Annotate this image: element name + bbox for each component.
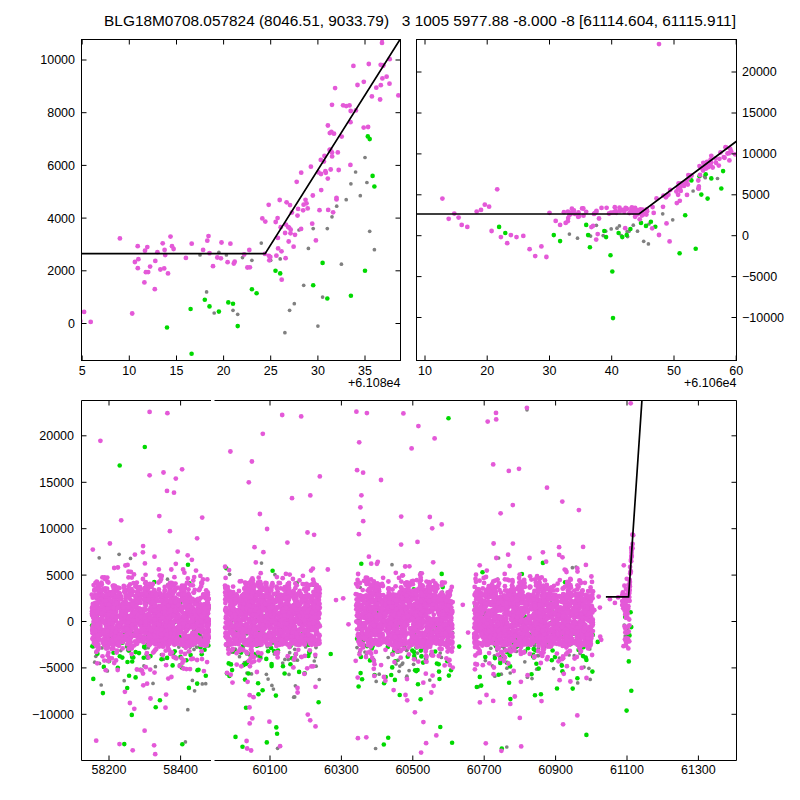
svg-text:5000: 5000 [46,569,74,583]
svg-text:20: 20 [217,364,231,378]
svg-text:20000: 20000 [742,65,777,79]
svg-text:15000: 15000 [39,476,74,490]
svg-text:58200: 58200 [92,763,127,777]
svg-text:4000: 4000 [47,212,75,226]
svg-text:60700: 60700 [467,763,502,777]
svg-text:20: 20 [480,364,494,378]
svg-text:60100: 60100 [253,763,288,777]
svg-text:50: 50 [667,364,681,378]
svg-text:10000: 10000 [40,53,75,67]
svg-text:−10000: −10000 [32,708,74,722]
svg-text:−10000: −10000 [742,311,784,325]
svg-text:8000: 8000 [47,106,75,120]
svg-text:40: 40 [605,364,619,378]
svg-text:10: 10 [122,364,136,378]
svg-text:60300: 60300 [324,763,359,777]
svg-text:5: 5 [79,364,86,378]
svg-text:60500: 60500 [395,763,430,777]
svg-text:30: 30 [311,364,325,378]
svg-text:0: 0 [742,229,749,243]
svg-text:+6.108e4: +6.108e4 [348,376,401,390]
svg-text:15: 15 [170,364,184,378]
svg-text:60900: 60900 [538,763,573,777]
svg-text:58400: 58400 [163,763,198,777]
svg-text:10000: 10000 [742,147,777,161]
svg-text:15000: 15000 [742,106,777,120]
svg-text:5000: 5000 [742,188,770,202]
svg-text:20000: 20000 [39,429,74,443]
svg-text:−5000: −5000 [742,270,777,284]
svg-text:6000: 6000 [47,159,75,173]
svg-text:10000: 10000 [39,522,74,536]
svg-text:10: 10 [418,364,432,378]
svg-text:2000: 2000 [47,264,75,278]
svg-text:0: 0 [68,317,75,331]
svg-text:61300: 61300 [681,763,716,777]
svg-text:0: 0 [67,615,74,629]
svg-text:61100: 61100 [610,763,644,777]
svg-text:BLG18M0708.057824 (8046.51, 90: BLG18M0708.057824 (8046.51, 9033.79) 3 1… [104,12,736,29]
svg-text:−5000: −5000 [39,661,74,675]
svg-text:30: 30 [543,364,557,378]
svg-text:25: 25 [264,364,278,378]
svg-text:+6.106e4: +6.106e4 [684,376,737,390]
